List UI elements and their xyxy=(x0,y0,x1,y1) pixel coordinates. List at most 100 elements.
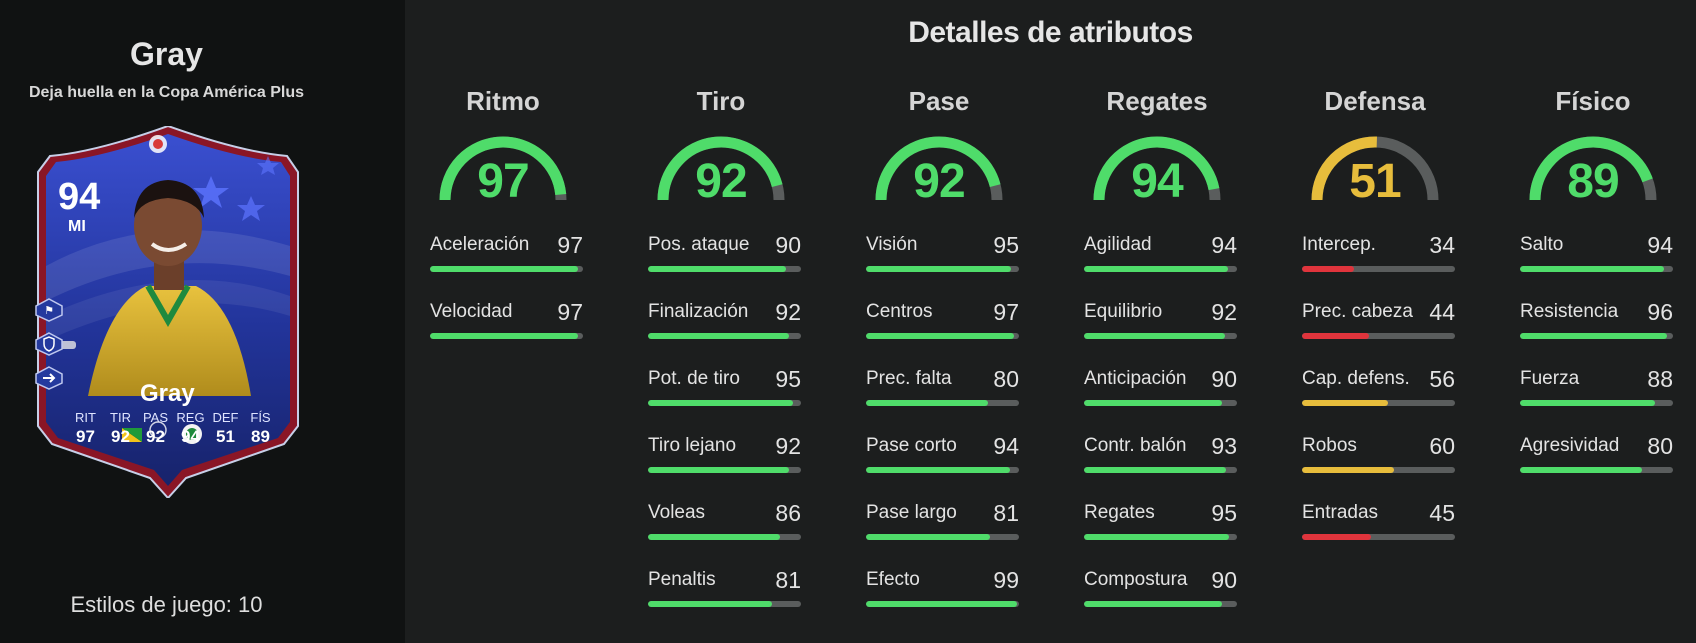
attribute-bar-fill xyxy=(1302,400,1388,406)
attribute-row: Finalización 92 xyxy=(641,299,801,368)
attribute-value: 97 xyxy=(557,232,583,258)
card-stat-value: 92 xyxy=(146,427,165,446)
player-card[interactable] xyxy=(36,126,301,498)
attribute-value: 99 xyxy=(993,567,1019,593)
card-stat: RIT 97 xyxy=(68,410,103,447)
card-stat-value: 94 xyxy=(181,427,200,446)
attribute-label: Agilidad xyxy=(1084,234,1152,255)
attribute-row: Intercep. 34 xyxy=(1295,232,1455,301)
attribute-label: Resistencia xyxy=(1520,301,1619,322)
category-title: Defensa xyxy=(1324,86,1426,116)
attribute-list: Agilidad 94 Equilibrio 92 Anticipación 90 Cont… xyxy=(1077,232,1237,636)
player-subtitle: Deja huella en la Copa América Plus xyxy=(28,84,305,101)
attribute-value: 45 xyxy=(1429,500,1455,526)
attribute-label: Fuerza xyxy=(1520,368,1580,389)
attribute-bar xyxy=(1302,333,1455,339)
attribute-row: Anticipación 90 xyxy=(1077,366,1237,435)
attribute-label: Intercep. xyxy=(1302,234,1376,255)
card-stat: REG 94 xyxy=(173,410,208,447)
attribute-bar xyxy=(648,534,801,540)
attribute-bar-fill xyxy=(866,400,989,406)
attribute-bar xyxy=(1520,333,1673,339)
attribute-bar-fill xyxy=(1084,266,1228,272)
category-value: 94 xyxy=(1131,155,1183,208)
attribute-bar xyxy=(1302,400,1455,406)
attribute-row: Regates 95 xyxy=(1077,500,1237,569)
attribute-bar xyxy=(866,266,1019,272)
attribute-row: Efecto 99 xyxy=(859,567,1019,636)
attribute-row: Resistencia 96 xyxy=(1513,299,1673,368)
attribute-value: 92 xyxy=(1211,299,1237,325)
attribute-row: Equilibrio 92 xyxy=(1077,299,1237,368)
svg-text:⚑: ⚑ xyxy=(44,304,54,317)
attribute-row: Pos. ataque 90 xyxy=(641,232,801,301)
column-tiro: Tiro 92 Pos. ataque 90 Finalización 92 Pot. de… xyxy=(641,86,801,636)
attribute-label: Centros xyxy=(866,301,933,322)
attribute-bar-fill xyxy=(1302,333,1370,339)
card-stat: TIR 92 xyxy=(103,410,138,447)
column-fisico: Físico 89 Salto 94 Resistencia 96 Fuerza 88 Agre… xyxy=(1513,86,1673,502)
card-stat-value: 89 xyxy=(251,427,270,446)
attribute-row: Agresividad 80 xyxy=(1513,433,1673,502)
attribute-label: Prec. cabeza xyxy=(1302,301,1413,322)
category-title: Físico xyxy=(1555,86,1631,116)
attribute-value: 96 xyxy=(1647,299,1673,325)
attribute-row: Agilidad 94 xyxy=(1077,232,1237,301)
attribute-bar xyxy=(866,333,1019,339)
attribute-bar-fill xyxy=(1302,467,1394,473)
attribute-value: 80 xyxy=(1647,433,1673,459)
attribute-bar xyxy=(1084,266,1237,272)
attribute-bar-fill xyxy=(1084,601,1222,607)
attribute-label: Contr. balón xyxy=(1084,435,1187,456)
player-name: Gray xyxy=(130,36,203,72)
attribute-value: 86 xyxy=(775,500,801,526)
attribute-bar-fill xyxy=(1084,467,1227,473)
attribute-bar-fill xyxy=(648,333,789,339)
attribute-value: 56 xyxy=(1429,366,1455,392)
attribute-row: Cap. defens. 56 xyxy=(1295,366,1455,435)
shield-icon xyxy=(35,332,63,356)
card-position: MI xyxy=(68,218,86,235)
attribute-row: Aceleración 97 xyxy=(423,232,583,301)
card-stat-value: 97 xyxy=(76,427,95,446)
attribute-bar-fill xyxy=(1302,534,1371,540)
attribute-list: Visión 95 Centros 97 Prec. falta 80 Pase corto… xyxy=(859,232,1019,636)
attribute-list: Salto 94 Resistencia 96 Fuerza 88 Agresividad 8… xyxy=(1513,232,1673,502)
attribute-bar-fill xyxy=(866,467,1010,473)
category-value: 97 xyxy=(477,155,529,208)
category-title: Pase xyxy=(908,86,970,116)
attribute-bar-fill xyxy=(1520,467,1643,473)
attribute-bar-fill xyxy=(648,467,789,473)
attribute-bar xyxy=(430,333,583,339)
attribute-bar xyxy=(648,467,801,473)
attribute-bar xyxy=(1520,467,1673,473)
attribute-value: 97 xyxy=(993,299,1019,325)
attribute-bar-fill xyxy=(648,534,780,540)
attribute-value: 90 xyxy=(1211,567,1237,593)
attribute-row: Prec. cabeza 44 xyxy=(1295,299,1455,368)
attribute-bar-fill xyxy=(1084,333,1225,339)
attribute-label: Velocidad xyxy=(430,301,513,322)
attribute-value: 95 xyxy=(775,366,801,392)
attribute-bar xyxy=(1084,601,1237,607)
category-gauge: 92 xyxy=(641,130,801,210)
attribute-value: 90 xyxy=(775,232,801,258)
attribute-row: Pase corto 94 xyxy=(859,433,1019,502)
attribute-label: Equilibrio xyxy=(1084,301,1163,322)
category-gauge: 94 xyxy=(1077,130,1237,210)
attribute-value: 44 xyxy=(1429,299,1455,325)
card-stat-label: RIT xyxy=(75,410,96,425)
attribute-label: Pase corto xyxy=(866,435,957,456)
category-value: 92 xyxy=(695,155,747,208)
card-overall: 94 xyxy=(58,176,101,218)
attribute-bar-fill xyxy=(1084,400,1222,406)
attribute-bar-fill xyxy=(866,266,1012,272)
playstyles-count[interactable]: Estilos de juego: 10 xyxy=(70,592,263,617)
category-value: 92 xyxy=(913,155,965,208)
attribute-row: Entradas 45 xyxy=(1295,500,1455,569)
attribute-label: Anticipación xyxy=(1084,368,1187,389)
attribute-bar-fill xyxy=(648,601,772,607)
arrow-right-icon xyxy=(35,366,63,390)
category-gauge: 92 xyxy=(859,130,1019,210)
card-stat: FÍS 89 xyxy=(243,410,278,447)
